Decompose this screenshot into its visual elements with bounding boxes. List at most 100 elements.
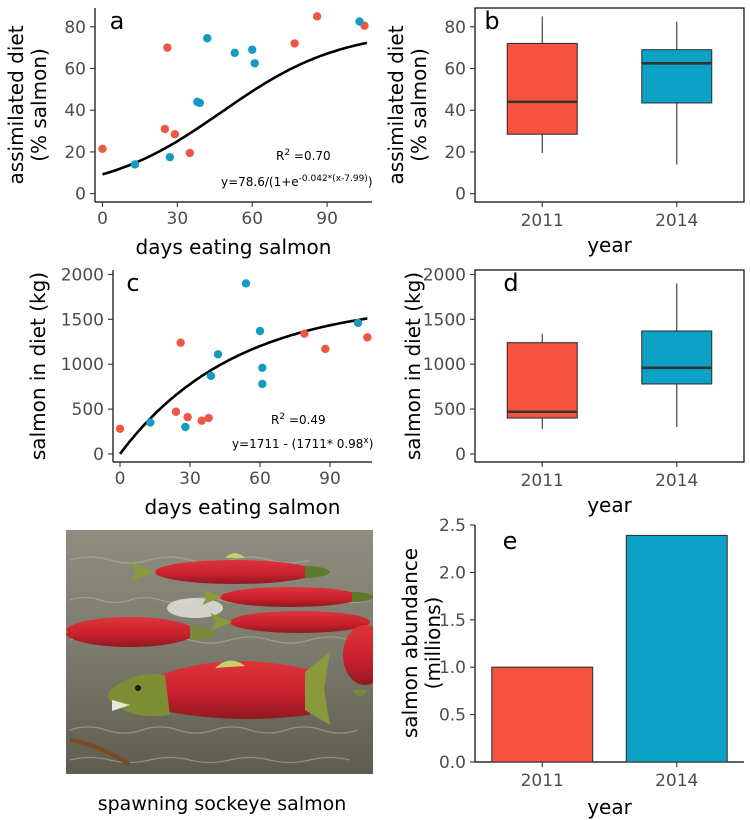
- data-point-2011: [197, 416, 206, 425]
- data-point-2014: [213, 350, 223, 359]
- x-tick-label: 2014: [655, 211, 698, 231]
- data-point-2011: [98, 144, 107, 154]
- panel-e: 0.0 0.5 1.0 1.5 2.0 2.5 2011 2014 year e salmon ab…: [398, 516, 744, 819]
- y-tick-label: 1000: [61, 355, 104, 375]
- y-tick-label: 0.0: [439, 753, 466, 773]
- bar-2014: [625, 534, 728, 763]
- y-tick-label: 0.5: [439, 706, 466, 726]
- fit-curve: [118, 317, 368, 455]
- x-tick-label: 60: [241, 209, 263, 229]
- x-tick-label: 0: [115, 469, 126, 489]
- data-point-2014: [248, 45, 257, 54]
- y-tick-label: 500: [72, 400, 104, 420]
- data-point-2011: [171, 407, 181, 416]
- data-point-2014: [355, 17, 364, 26]
- x-tick-label: 2011: [521, 771, 564, 791]
- data-point-2011: [321, 344, 330, 354]
- data-point-2011: [176, 338, 185, 347]
- y-tick-label: 1.5: [439, 611, 466, 631]
- data-point-2014: [195, 98, 205, 108]
- data-point-2011: [183, 412, 192, 422]
- data-point-2011: [163, 43, 172, 52]
- y-tick-label: 2000: [61, 265, 104, 285]
- r2-base: R: [271, 413, 279, 427]
- r2-sup: 2: [284, 148, 290, 158]
- box-2011: [506, 42, 578, 135]
- data-point-2014: [258, 363, 267, 372]
- salmon-fish-6: [108, 652, 330, 725]
- data-point-2014: [241, 279, 251, 288]
- eq-sup: x: [363, 436, 369, 446]
- y-tick-label: 60: [64, 59, 86, 79]
- y-tick-label: 2.0: [439, 563, 466, 583]
- data-point-2011: [170, 130, 180, 139]
- y-axis-title-line1: salmon abundance: [398, 548, 422, 738]
- y-tick-label: 500: [434, 400, 466, 420]
- bar-2011: [491, 666, 594, 763]
- data-point-2011: [312, 12, 322, 21]
- data-point-2014: [181, 422, 190, 432]
- equation-annotation: y=1711 - (1711* 0.98x): [232, 436, 373, 451]
- y-axis-title: salmon in diet (kg): [401, 272, 425, 460]
- x-tick-label: 30: [179, 469, 201, 489]
- panel-letter: b: [484, 7, 499, 35]
- r2-sup: 2: [279, 412, 285, 422]
- photo-stick: [69, 738, 132, 767]
- data-point-2014: [258, 379, 267, 389]
- y-tick-label: 40: [64, 101, 86, 121]
- y-tick-label: 1500: [61, 310, 104, 330]
- plot-border: [474, 7, 745, 203]
- y-tick-label: 1500: [423, 310, 466, 330]
- y-axis-title-line1: assimilated diet: [384, 25, 408, 184]
- x-axis-title: days eating salmon: [145, 495, 341, 519]
- x-tick-label: 2014: [655, 471, 698, 491]
- panel-c: 0 500 1000 1500 2000 0 30 60 90 R2 =0.49 y=1711 - …: [26, 265, 373, 519]
- y-axis-title: assimilated diet(% salmon): [384, 25, 431, 184]
- panel-letter: d: [503, 269, 518, 297]
- y-tick-label: 60: [444, 59, 466, 79]
- y-tick-label: 2000: [423, 265, 466, 285]
- eq-main: y=1711 - (1711* 0.98: [232, 437, 363, 451]
- x-tick-label: 90: [319, 469, 341, 489]
- y-tick-label: 0: [455, 185, 466, 205]
- photo-splash: [167, 598, 223, 618]
- y-tick-label: 1000: [423, 355, 466, 375]
- panel-a: 0 20 40 60 80 0 30 60 90 R2 =0.70 y=78.6/(1+e-0.04…: [4, 7, 373, 259]
- data-point-2011: [204, 413, 213, 423]
- data-point-2011: [115, 424, 125, 434]
- panel-letter: c: [126, 269, 139, 297]
- x-tick-label: 90: [316, 209, 338, 229]
- x-axis-title: year: [587, 795, 632, 819]
- data-point-2014: [130, 160, 140, 169]
- y-axis-title-line1: assimilated diet: [4, 25, 28, 184]
- r2-annotation: R2 =0.49: [271, 412, 326, 427]
- eq-end: ): [369, 437, 374, 451]
- data-point-2014: [203, 34, 212, 43]
- y-axis-title-line1: salmon in diet (kg): [401, 272, 425, 460]
- r2-value: =0.70: [290, 149, 331, 163]
- data-point-2014: [255, 326, 265, 336]
- y-tick-label: 2.5: [439, 516, 466, 536]
- data-point-2014: [353, 318, 363, 328]
- y-axis-title: salmon in diet (kg): [26, 272, 50, 460]
- eq-sup: -0.042*(x-7.99): [299, 174, 368, 184]
- salmon-photo: [66, 530, 373, 774]
- y-axis-title-line2: (% salmon): [407, 48, 431, 162]
- panel-d: 0 500 1000 1500 2000 2011 2014 year d salmon in d…: [401, 265, 745, 517]
- x-axis-title: year: [587, 493, 632, 517]
- data-point-2014: [146, 418, 155, 427]
- photo-ripples: [69, 556, 371, 764]
- equation-annotation: y=78.6/(1+e-0.042*(x-7.99)): [221, 174, 373, 189]
- y-tick-label: 80: [444, 18, 466, 38]
- photo-caption: spawning sockeye salmon: [98, 793, 347, 815]
- salmon-fish-2: [202, 587, 373, 607]
- y-tick-label: 1.0: [439, 658, 466, 678]
- data-point-2014: [230, 48, 239, 58]
- x-tick-label: 60: [249, 469, 271, 489]
- plot-border: [474, 269, 745, 463]
- x-tick-label: 30: [167, 209, 189, 229]
- y-axis-title: salmon abundance(millions): [398, 548, 445, 738]
- x-axis-title: days eating salmon: [136, 235, 332, 259]
- box-2011: [506, 342, 578, 419]
- r2-value: =0.49: [285, 413, 326, 427]
